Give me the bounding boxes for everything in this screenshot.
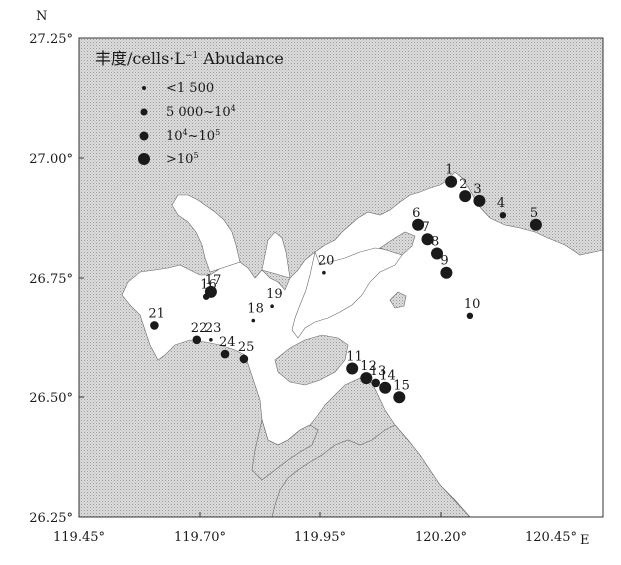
station-label-5: 5 bbox=[530, 206, 538, 221]
legend-item-label: 104~105 bbox=[166, 128, 220, 144]
island-lower bbox=[274, 334, 349, 386]
legend: 丰度/cells·L−1 Abudance <1 500 5 000~104 10… bbox=[95, 49, 284, 167]
station-marker-15 bbox=[393, 391, 406, 404]
station-marker-3 bbox=[473, 194, 486, 207]
station-marker-1 bbox=[445, 175, 458, 188]
southern-land-west bbox=[251, 418, 319, 481]
frame-ticks bbox=[79, 157, 442, 517]
station-label-17: 17 bbox=[205, 273, 222, 288]
lon-tick-label: 119.45° bbox=[53, 530, 105, 545]
station-marker-14 bbox=[379, 381, 392, 394]
sea-area bbox=[121, 171, 604, 518]
lon-tick-label: 119.95° bbox=[294, 530, 346, 545]
lat-tick-label: 27.25° bbox=[29, 32, 73, 47]
station-label-4: 4 bbox=[497, 196, 505, 211]
station-marker-10 bbox=[466, 312, 474, 319]
station-label-12: 12 bbox=[360, 359, 377, 374]
station-marker-19 bbox=[270, 304, 274, 309]
station-marker-4 bbox=[499, 212, 507, 219]
island-east bbox=[379, 231, 416, 256]
station-label-25: 25 bbox=[238, 340, 255, 355]
station-label-1: 1 bbox=[445, 163, 453, 178]
station-marker-2 bbox=[459, 190, 472, 203]
lon-tick-label: 119.70° bbox=[174, 530, 226, 545]
station-label-9: 9 bbox=[440, 254, 448, 269]
station-label-6: 6 bbox=[412, 206, 420, 221]
station-label-13: 13 bbox=[370, 364, 387, 379]
station-label-3: 3 bbox=[473, 182, 481, 197]
station-marker-23 bbox=[209, 338, 213, 342]
station-marker-11 bbox=[346, 362, 359, 375]
lon-tick-label: 120.45° bbox=[525, 530, 577, 545]
station-marker-6 bbox=[412, 218, 425, 231]
station-label-20: 20 bbox=[318, 254, 335, 269]
station-label-14: 14 bbox=[379, 369, 396, 384]
station-label-23: 23 bbox=[205, 321, 222, 336]
lat-tick-label: 26.75° bbox=[29, 272, 73, 287]
legend-marker-small bbox=[142, 86, 146, 90]
legend-marker-large bbox=[139, 131, 149, 141]
lat-tick-label: 26.25° bbox=[29, 511, 73, 526]
station-label-24: 24 bbox=[219, 335, 236, 350]
station-label-18: 18 bbox=[247, 302, 264, 317]
station-marker-13 bbox=[371, 378, 381, 388]
legend-item-label: 5 000~104 bbox=[166, 104, 236, 120]
station-marker-9 bbox=[440, 266, 453, 279]
station-marker-20 bbox=[322, 270, 326, 275]
station-label-22: 22 bbox=[191, 321, 208, 336]
island-south-east bbox=[389, 291, 407, 309]
lon-tick-label: 120.20° bbox=[415, 530, 467, 545]
station-marker-12 bbox=[360, 372, 373, 385]
station-marker-25 bbox=[239, 354, 249, 364]
north-label: N bbox=[36, 9, 47, 24]
lat-tick-label: 27.00° bbox=[29, 152, 73, 167]
station-marker-7 bbox=[421, 233, 434, 246]
station-marker-8 bbox=[431, 247, 443, 260]
southern-peninsula bbox=[271, 424, 471, 518]
legend-item-label: >105 bbox=[166, 151, 199, 167]
station-label-21: 21 bbox=[148, 306, 165, 321]
station-label-10: 10 bbox=[464, 297, 481, 312]
legend-item-label: <1 500 bbox=[166, 81, 214, 96]
northern-inlet bbox=[171, 194, 241, 273]
central-inlet bbox=[261, 231, 291, 279]
station-marker-5 bbox=[529, 218, 542, 231]
legend-marker-medium bbox=[140, 108, 148, 116]
station-marker-22 bbox=[192, 335, 202, 345]
legend-title: 丰度/cells·L−1 Abudance bbox=[95, 49, 284, 68]
east-label: E bbox=[580, 533, 590, 548]
station-marker-21 bbox=[150, 321, 159, 330]
station-label-19: 19 bbox=[266, 287, 283, 302]
eastern-bay bbox=[291, 247, 403, 339]
station-marker-17 bbox=[204, 285, 217, 298]
legend-marker-xlarge bbox=[138, 153, 150, 165]
lat-tick-label: 26.50° bbox=[29, 391, 73, 406]
station-label-7: 7 bbox=[422, 220, 430, 235]
station-marker-18 bbox=[251, 318, 256, 323]
station-label-2: 2 bbox=[459, 177, 467, 192]
station-marker-24 bbox=[220, 349, 230, 359]
station-label-15: 15 bbox=[393, 378, 410, 393]
station-label-11: 11 bbox=[346, 350, 363, 365]
station-label-8: 8 bbox=[431, 235, 439, 250]
